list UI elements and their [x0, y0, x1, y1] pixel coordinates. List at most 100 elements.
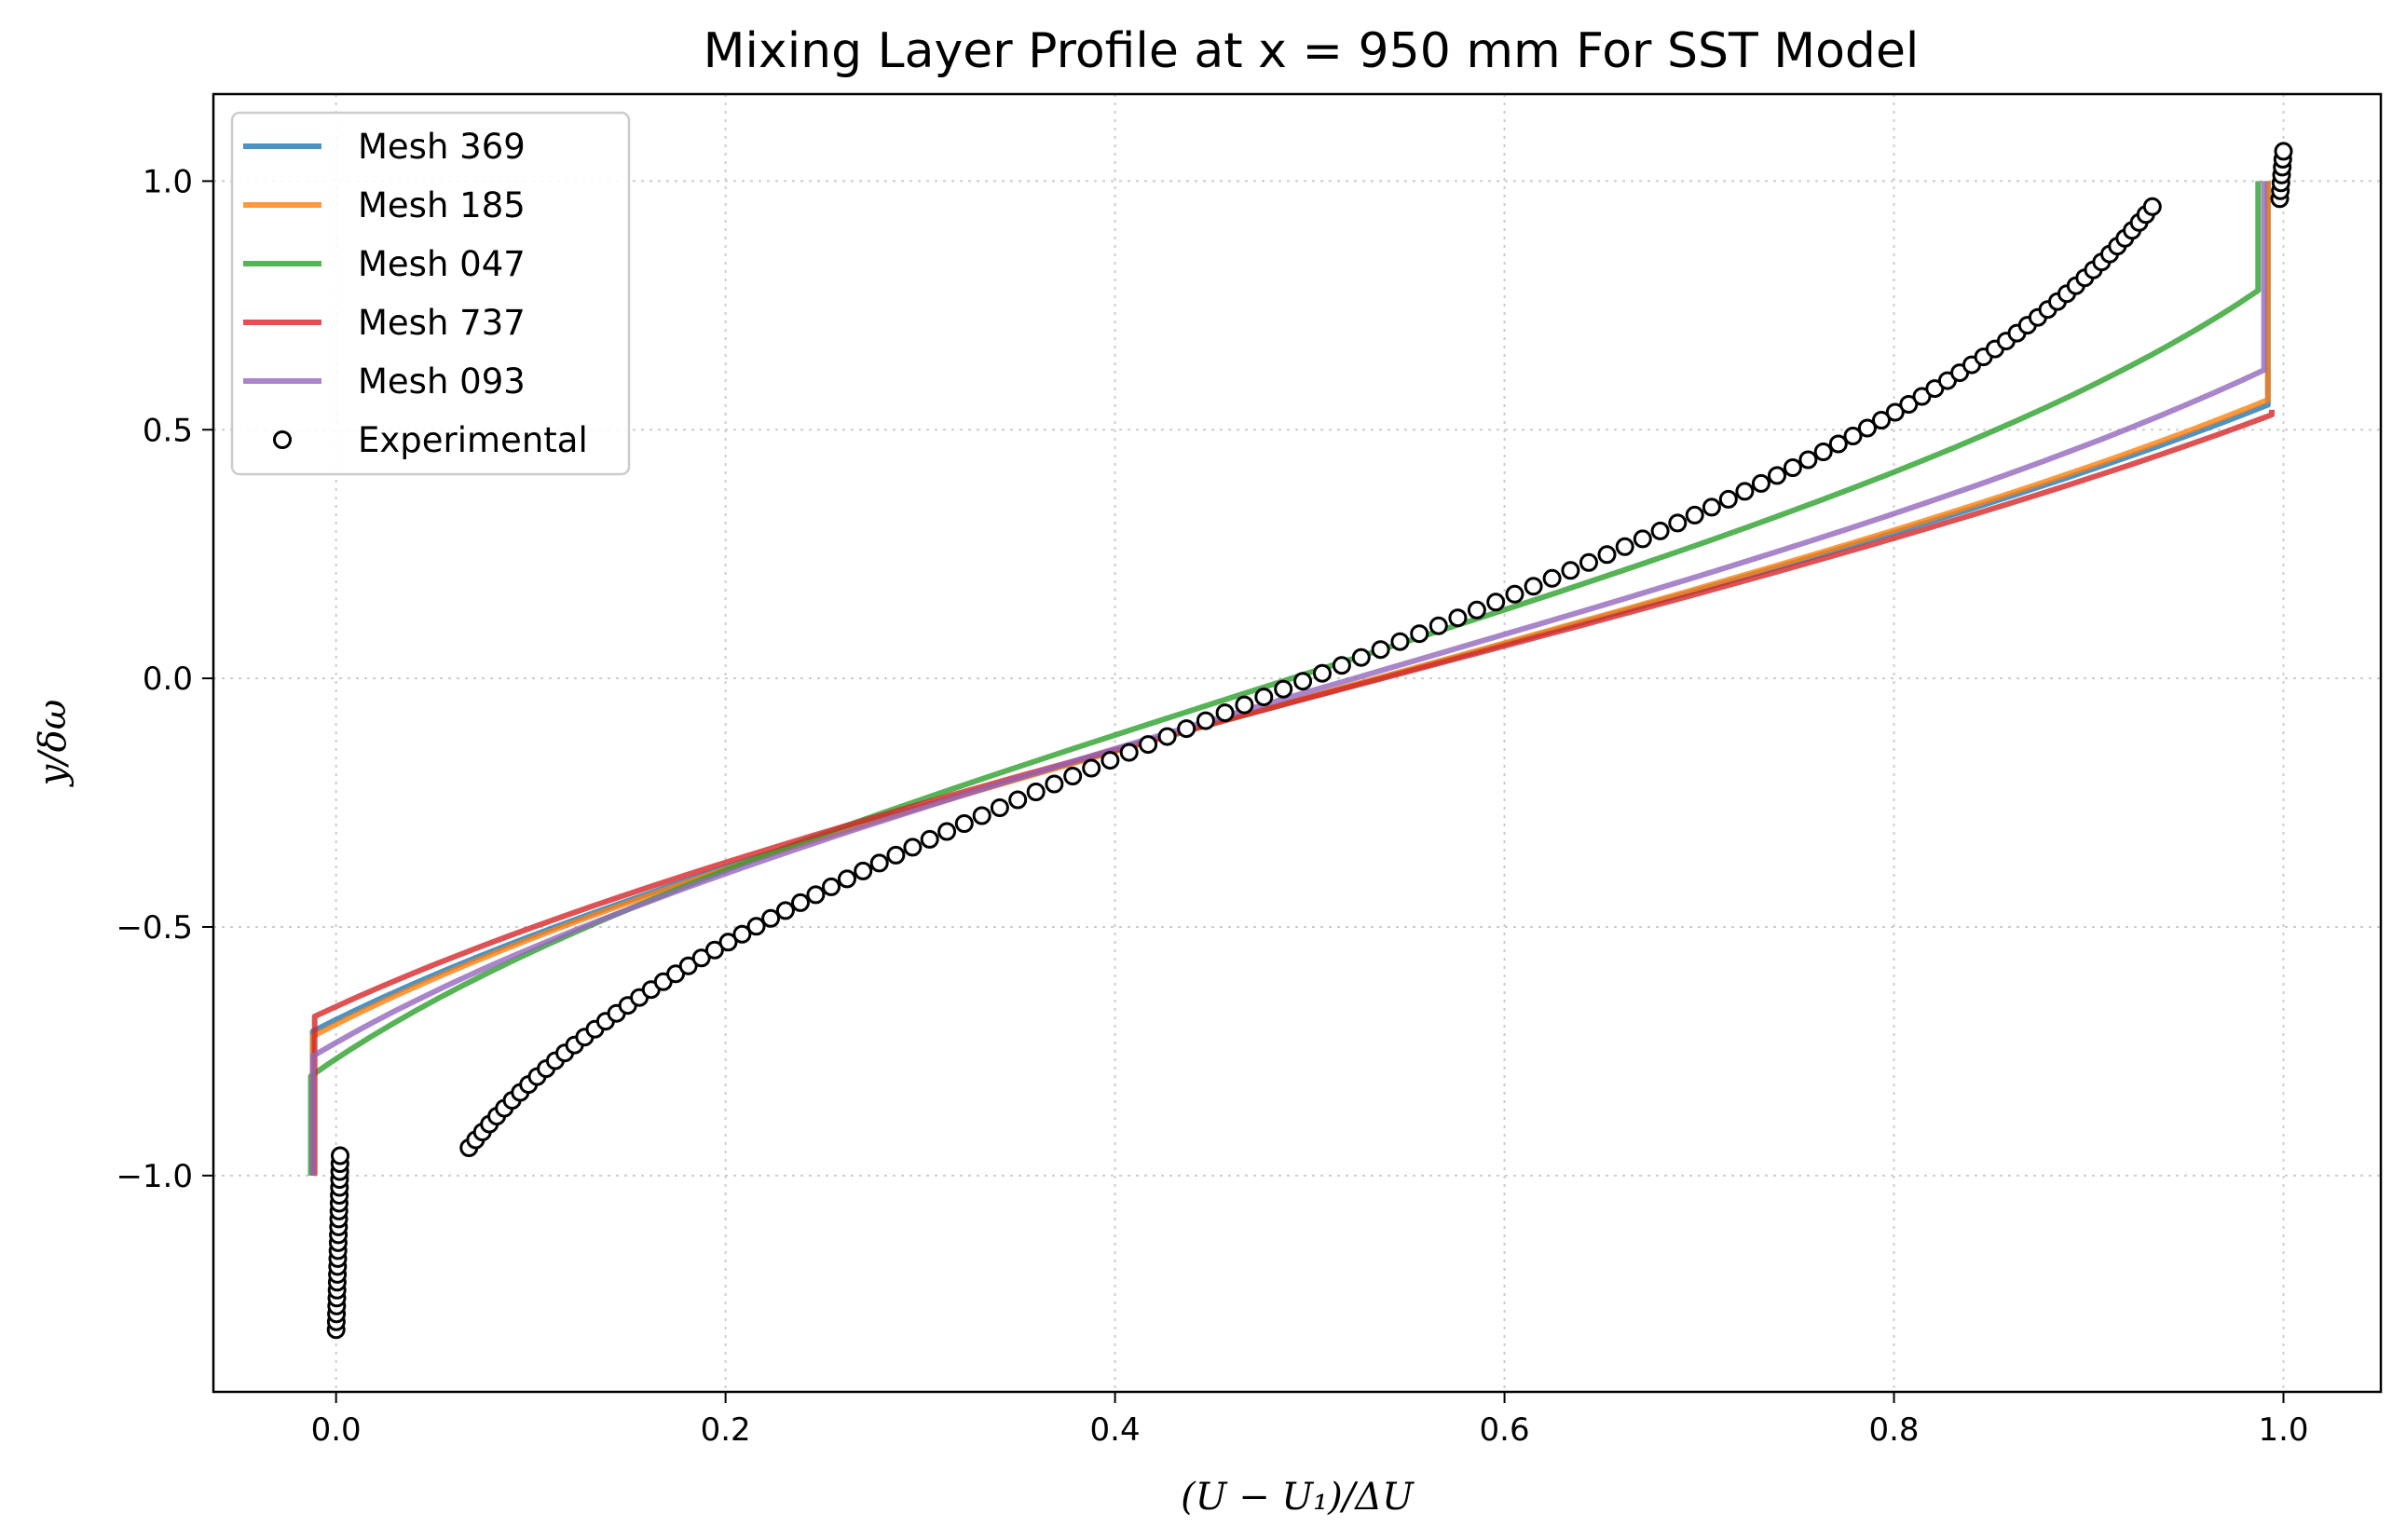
x-tick-label: 0.8	[1868, 1411, 1919, 1449]
experimental-point	[1702, 497, 1721, 517]
experimental-point	[886, 845, 906, 865]
legend-frame	[230, 111, 631, 476]
experimental-point	[331, 1146, 349, 1165]
experimental-point	[1843, 427, 1863, 445]
experimental-point	[1579, 552, 1598, 572]
experimental-point	[1633, 529, 1652, 549]
experimental-point	[990, 798, 1009, 817]
experimental-point	[1313, 663, 1332, 683]
experimental-point	[1486, 593, 1506, 612]
experimental-point	[1429, 616, 1448, 635]
experimental-point	[1813, 443, 1833, 461]
experimental-point	[746, 917, 766, 936]
experimental-point	[1650, 521, 1670, 540]
legend-label: Mesh 047	[358, 244, 526, 284]
experimental-point	[822, 877, 841, 896]
experimental-point	[1872, 411, 1891, 429]
experimental-point	[1448, 608, 1468, 628]
experimental-point	[1410, 624, 1429, 644]
experimental-point	[1783, 458, 1802, 477]
experimental-point	[1390, 632, 1410, 651]
y-tick-label: 1.0	[143, 163, 193, 200]
experimental-point	[1798, 450, 1818, 470]
experimental-point	[954, 814, 974, 833]
ticks: 0.0 0.2 0.4 0.6 0.8 1.0 −1.0 −0.5 0.0 0.5 1.0	[116, 163, 2308, 1449]
legend-label: Mesh 737	[358, 303, 526, 343]
experimental-point	[869, 853, 889, 873]
experimental-point	[1561, 561, 1580, 580]
experimental-point	[1139, 735, 1158, 755]
experimental-point	[2142, 197, 2162, 216]
experimental-point	[1082, 758, 1101, 778]
legend-swatch	[273, 430, 292, 449]
experimental-point	[1332, 656, 1351, 675]
mesh-093-line	[309, 181, 2267, 1176]
x-tick-label: 1.0	[2258, 1411, 2308, 1449]
experimental-point	[1857, 418, 1877, 438]
experimental-point	[1768, 466, 1786, 485]
experimental-point	[806, 885, 826, 905]
experimental-point	[838, 869, 856, 889]
experimental-point	[775, 901, 795, 920]
experimental-point	[1685, 505, 1704, 525]
experimental-point	[1615, 537, 1634, 556]
plot-frame	[212, 92, 2383, 1394]
experimental-point	[1828, 434, 1848, 454]
experimental-point	[1008, 790, 1028, 810]
y-tick-label: −0.5	[116, 909, 193, 947]
y-tick-label: −1.0	[116, 1158, 193, 1195]
experimental-point	[1293, 672, 1313, 691]
x-axis-title: (U − U₁)/ΔU	[1181, 1476, 1415, 1519]
experimental-point	[1157, 727, 1177, 746]
experimental-points	[326, 142, 2293, 1340]
y-tick-label: 0.5	[143, 412, 193, 449]
experimental-point	[903, 838, 923, 857]
x-tick-label: 0.6	[1480, 1411, 1530, 1449]
experimental-point	[732, 924, 752, 944]
experimental-point	[1597, 545, 1617, 565]
legend-label: Experimental	[358, 420, 588, 460]
experimental-point	[704, 940, 724, 960]
experimental-point	[678, 956, 698, 975]
x-tick-label: 0.2	[701, 1411, 751, 1449]
experimental-point	[1045, 774, 1064, 794]
experimental-point	[1751, 473, 1770, 493]
experimental-point	[1254, 688, 1274, 707]
legend-label: Mesh 369	[358, 127, 526, 167]
chart-title: Mixing Layer Profile at x = 950 mm For S…	[704, 23, 1920, 79]
legend-label: Mesh 185	[358, 185, 526, 225]
experimental-point	[1274, 679, 1293, 699]
experimental-point	[1063, 767, 1083, 785]
experimental-point	[791, 893, 810, 912]
experimental-point	[761, 908, 781, 928]
x-tick-label: 0.4	[1090, 1411, 1141, 1449]
y-axis-title: y/δω	[32, 700, 75, 788]
experimental-point	[1177, 719, 1196, 739]
experimental-point	[854, 861, 873, 880]
experimental-point	[1735, 482, 1755, 501]
experimental-point	[1235, 695, 1254, 715]
experimental-point	[920, 829, 939, 849]
experimental-point	[937, 822, 957, 841]
experimental-point	[1668, 513, 1688, 533]
experimental-point	[1351, 647, 1371, 667]
experimental-point	[1119, 743, 1139, 762]
experimental-point	[1885, 402, 1905, 422]
experimental-point	[1718, 489, 1738, 509]
experimental-point	[1467, 600, 1486, 620]
y-tick-label: 0.0	[143, 661, 193, 698]
experimental-point	[691, 948, 711, 968]
experimental-point	[2274, 142, 2293, 161]
experimental-point	[1371, 640, 1390, 660]
experimental-point	[1505, 584, 1524, 604]
experimental-point	[1524, 577, 1543, 596]
experimental-point	[972, 806, 991, 825]
experimental-point	[1542, 568, 1562, 588]
experimental-point	[718, 933, 738, 952]
legend: Mesh 369 Mesh 185 Mesh 047 Mesh 737 Mesh 093…	[230, 111, 631, 476]
experimental-point	[1899, 395, 1919, 414]
legend-label: Mesh 093	[358, 361, 526, 402]
experimental-point	[1196, 711, 1215, 730]
experimental-point	[1026, 783, 1046, 801]
